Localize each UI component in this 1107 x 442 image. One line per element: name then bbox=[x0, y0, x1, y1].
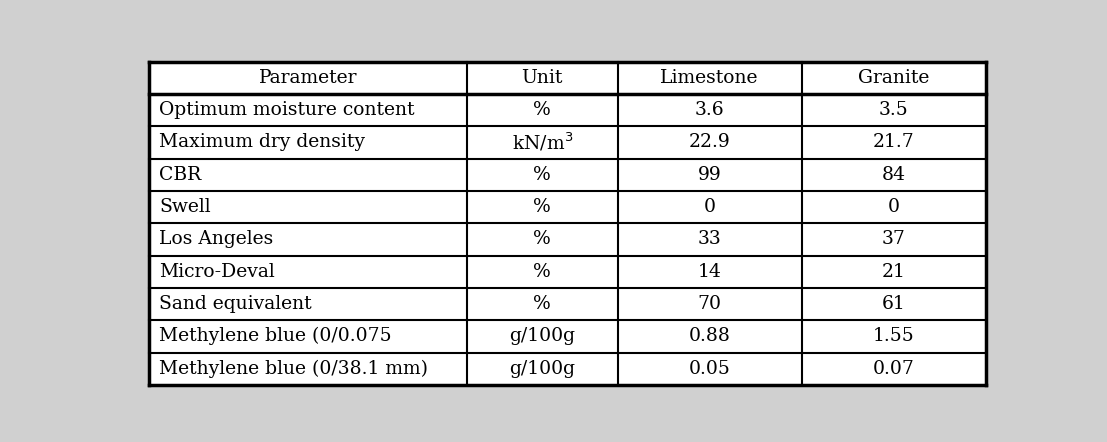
Text: Limestone: Limestone bbox=[661, 69, 759, 87]
Bar bbox=[618, 61, 801, 94]
Text: %: % bbox=[534, 230, 551, 248]
Text: 0.88: 0.88 bbox=[689, 328, 731, 345]
Text: 3.6: 3.6 bbox=[695, 101, 724, 119]
Text: 3.5: 3.5 bbox=[879, 101, 909, 119]
Bar bbox=[148, 223, 467, 255]
Bar bbox=[801, 61, 986, 94]
Text: Maximum dry density: Maximum dry density bbox=[159, 133, 365, 151]
Bar bbox=[801, 159, 986, 191]
Text: 0: 0 bbox=[888, 198, 900, 216]
Text: 21.7: 21.7 bbox=[873, 133, 914, 151]
Text: Methylene blue (0/0.075: Methylene blue (0/0.075 bbox=[159, 327, 392, 346]
Bar bbox=[801, 255, 986, 288]
Text: %: % bbox=[534, 198, 551, 216]
Bar bbox=[618, 320, 801, 353]
Text: Swell: Swell bbox=[159, 198, 210, 216]
Bar bbox=[467, 159, 618, 191]
Text: 84: 84 bbox=[882, 166, 906, 184]
Text: Los Angeles: Los Angeles bbox=[159, 230, 273, 248]
Bar bbox=[801, 353, 986, 385]
Text: 14: 14 bbox=[697, 263, 722, 281]
Text: 70: 70 bbox=[697, 295, 722, 313]
Text: %: % bbox=[534, 295, 551, 313]
Bar bbox=[467, 61, 618, 94]
Bar bbox=[618, 191, 801, 223]
Bar bbox=[801, 191, 986, 223]
Bar bbox=[801, 288, 986, 320]
Text: Optimum moisture content: Optimum moisture content bbox=[159, 101, 414, 119]
Text: 61: 61 bbox=[882, 295, 906, 313]
Bar bbox=[148, 320, 467, 353]
Bar bbox=[467, 191, 618, 223]
Bar bbox=[148, 255, 467, 288]
Text: Unit: Unit bbox=[521, 69, 562, 87]
Bar bbox=[618, 126, 801, 159]
Bar bbox=[618, 223, 801, 255]
Bar bbox=[801, 126, 986, 159]
Bar bbox=[618, 353, 801, 385]
Bar bbox=[467, 223, 618, 255]
Bar bbox=[148, 191, 467, 223]
Text: Micro-Deval: Micro-Deval bbox=[159, 263, 275, 281]
Bar bbox=[467, 94, 618, 126]
Text: Granite: Granite bbox=[858, 69, 930, 87]
Bar bbox=[801, 223, 986, 255]
Text: Methylene blue (0/38.1 mm): Methylene blue (0/38.1 mm) bbox=[159, 360, 428, 378]
Bar bbox=[148, 61, 467, 94]
Bar bbox=[467, 126, 618, 159]
Text: g/100g: g/100g bbox=[509, 328, 576, 345]
Bar bbox=[618, 255, 801, 288]
Bar bbox=[148, 126, 467, 159]
Text: 0.05: 0.05 bbox=[689, 360, 731, 378]
Bar bbox=[467, 353, 618, 385]
Text: %: % bbox=[534, 166, 551, 184]
Bar bbox=[618, 288, 801, 320]
Text: 99: 99 bbox=[697, 166, 722, 184]
Bar bbox=[467, 255, 618, 288]
Bar bbox=[148, 288, 467, 320]
Text: Sand equivalent: Sand equivalent bbox=[159, 295, 311, 313]
Text: 1.55: 1.55 bbox=[873, 328, 914, 345]
Bar bbox=[148, 353, 467, 385]
Text: kN/m$^3$: kN/m$^3$ bbox=[511, 131, 572, 154]
Text: 0: 0 bbox=[704, 198, 716, 216]
Bar bbox=[148, 159, 467, 191]
Text: g/100g: g/100g bbox=[509, 360, 576, 378]
Bar bbox=[618, 159, 801, 191]
Bar bbox=[801, 94, 986, 126]
Text: Parameter: Parameter bbox=[259, 69, 358, 87]
Bar bbox=[801, 320, 986, 353]
Bar bbox=[467, 288, 618, 320]
Text: 21: 21 bbox=[882, 263, 906, 281]
Text: %: % bbox=[534, 263, 551, 281]
Bar bbox=[618, 94, 801, 126]
Bar bbox=[467, 320, 618, 353]
Text: 0.07: 0.07 bbox=[873, 360, 914, 378]
Text: %: % bbox=[534, 101, 551, 119]
Text: 37: 37 bbox=[882, 230, 906, 248]
Bar bbox=[148, 94, 467, 126]
Text: 33: 33 bbox=[697, 230, 722, 248]
Text: 22.9: 22.9 bbox=[689, 133, 731, 151]
Text: CBR: CBR bbox=[159, 166, 201, 184]
